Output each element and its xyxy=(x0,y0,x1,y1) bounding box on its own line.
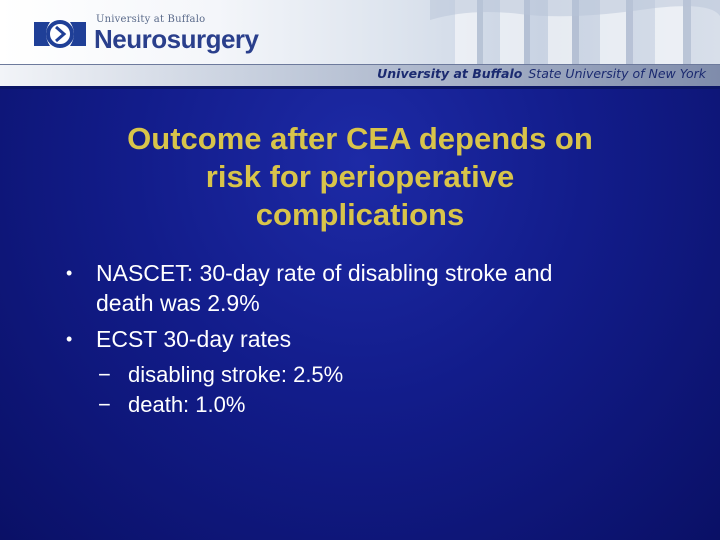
logo-university-text: University at Buffalo xyxy=(96,14,206,25)
header-banner: University at Buffalo Neurosurgery xyxy=(0,0,720,64)
bullet-dot: • xyxy=(66,329,73,349)
title-line-3: complications xyxy=(255,197,465,232)
university-strip-text: University at Buffalo State University of… xyxy=(377,66,706,81)
logo-mark-icon xyxy=(34,20,86,48)
logo-neurosurgery-text: Neurosurgery xyxy=(94,24,259,54)
slide-body: • NASCET: 30-day rate of disabling strok… xyxy=(60,258,700,420)
bullet-dot: • xyxy=(66,263,73,283)
sub-bullet-dash: − xyxy=(98,362,111,387)
bullet-ecst: • ECST 30-day rates xyxy=(60,324,700,354)
bullet-nascet: • NASCET: 30-day rate of disabling strok… xyxy=(60,258,700,318)
sub-bullet-text: disabling stroke: 2.5% xyxy=(128,362,344,387)
bullet-nascet-line-2: death was 2.9% xyxy=(96,290,260,316)
sub-bullet-disabling-stroke: − disabling stroke: 2.5% xyxy=(60,360,700,390)
sub-bullet-dash: − xyxy=(98,392,111,417)
strip-suny-name: State University of New York xyxy=(528,66,706,81)
slide-title: Outcome after CEA depends on risk for pe… xyxy=(60,120,660,234)
header-divider xyxy=(0,86,720,89)
sub-bullet-text: death: 1.0% xyxy=(128,392,246,417)
bullet-ecst-text: ECST 30-day rates xyxy=(96,326,292,352)
building-columns-image xyxy=(430,0,720,64)
bullet-nascet-line-1: NASCET: 30-day rate of disabling stroke … xyxy=(96,260,553,286)
neurosurgery-logo[interactable]: University at Buffalo Neurosurgery xyxy=(32,12,272,56)
title-line-1: Outcome after CEA depends on xyxy=(127,121,593,156)
strip-university-name: University at Buffalo xyxy=(377,66,523,81)
university-strip xyxy=(0,64,720,87)
sub-bullet-death: − death: 1.0% xyxy=(60,390,700,420)
title-line-2: risk for perioperative xyxy=(205,159,515,194)
